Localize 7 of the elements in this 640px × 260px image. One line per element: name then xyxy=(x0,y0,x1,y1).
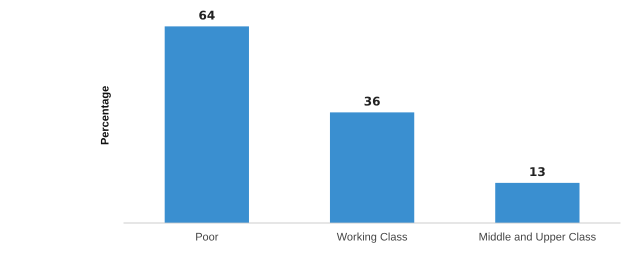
data-label: 64 xyxy=(198,8,216,23)
x-tick-label: Working Class xyxy=(336,231,408,244)
data-label: 13 xyxy=(529,165,546,180)
x-tick-label: Poor xyxy=(195,231,219,244)
y-axis-title: Percentage xyxy=(100,86,112,146)
x-tick-label: Middle and Upper Class xyxy=(478,231,597,244)
data-label: 36 xyxy=(364,94,380,108)
